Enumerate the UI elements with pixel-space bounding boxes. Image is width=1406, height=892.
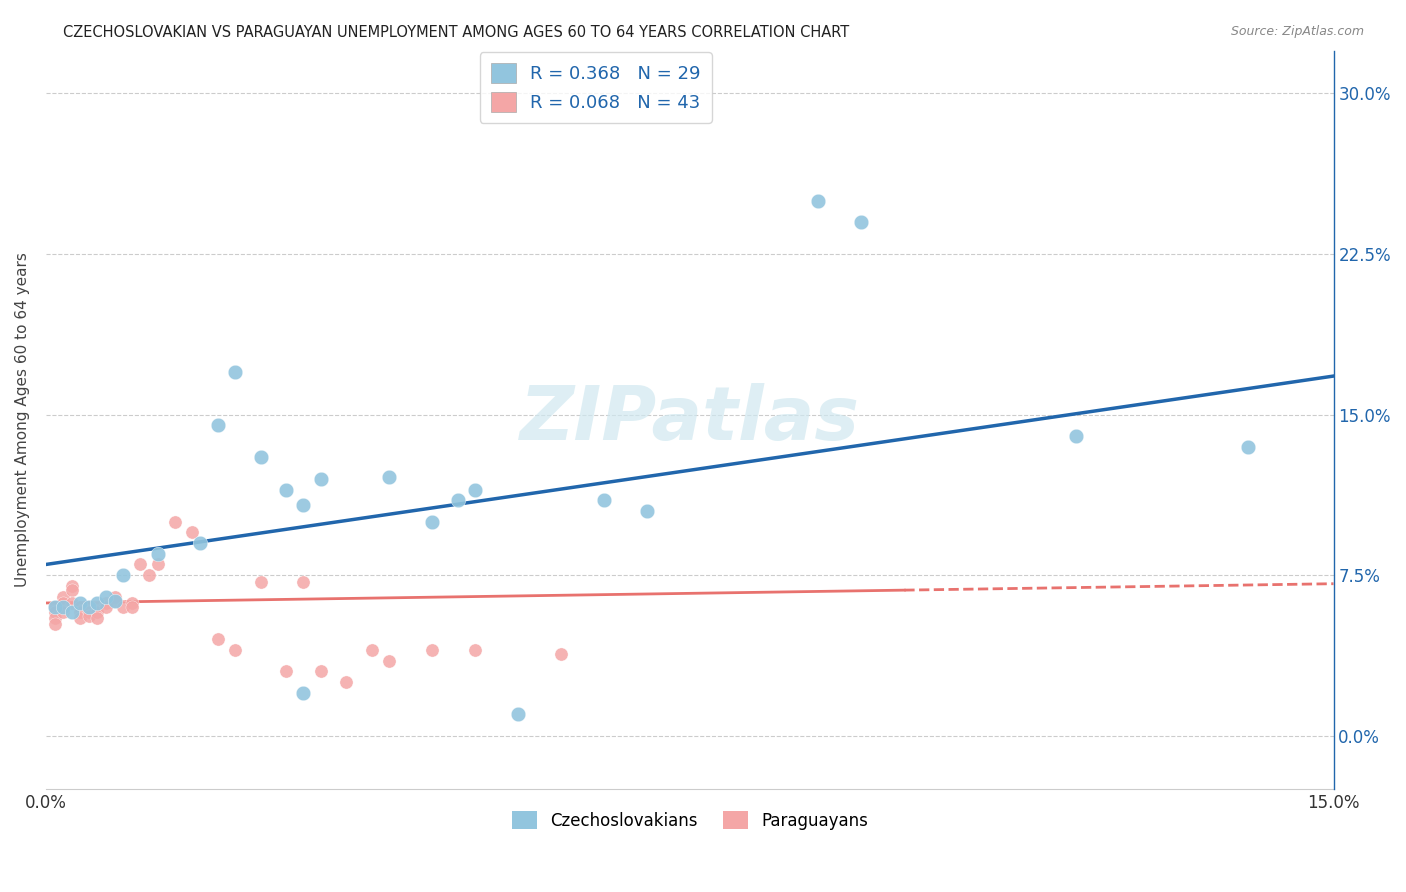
Point bbox=[292, 574, 315, 589]
Point bbox=[44, 600, 66, 615]
Point bbox=[69, 596, 91, 610]
Point bbox=[94, 590, 117, 604]
Point bbox=[593, 493, 616, 508]
Point bbox=[807, 194, 830, 208]
Point bbox=[112, 568, 135, 582]
Point bbox=[550, 648, 572, 662]
Point bbox=[506, 707, 529, 722]
Point bbox=[86, 605, 108, 619]
Point bbox=[464, 643, 486, 657]
Point bbox=[52, 590, 75, 604]
Point bbox=[44, 611, 66, 625]
Point bbox=[86, 596, 108, 610]
Point bbox=[69, 611, 91, 625]
Point bbox=[361, 643, 384, 657]
Text: Source: ZipAtlas.com: Source: ZipAtlas.com bbox=[1230, 25, 1364, 38]
Point bbox=[420, 515, 443, 529]
Point bbox=[77, 608, 100, 623]
Point bbox=[190, 536, 212, 550]
Point bbox=[104, 594, 127, 608]
Point bbox=[44, 600, 66, 615]
Point bbox=[60, 605, 83, 619]
Y-axis label: Unemployment Among Ages 60 to 64 years: Unemployment Among Ages 60 to 64 years bbox=[15, 252, 30, 588]
Point bbox=[60, 583, 83, 598]
Point bbox=[69, 605, 91, 619]
Point bbox=[44, 617, 66, 632]
Point bbox=[60, 579, 83, 593]
Point bbox=[447, 493, 470, 508]
Point bbox=[129, 558, 152, 572]
Point bbox=[276, 665, 298, 679]
Point bbox=[309, 665, 332, 679]
Point bbox=[104, 590, 127, 604]
Point bbox=[636, 504, 658, 518]
Point bbox=[77, 605, 100, 619]
Point bbox=[138, 568, 160, 582]
Point bbox=[378, 654, 401, 668]
Point bbox=[249, 450, 271, 465]
Point bbox=[146, 547, 169, 561]
Point bbox=[224, 643, 246, 657]
Point bbox=[224, 365, 246, 379]
Point bbox=[52, 596, 75, 610]
Point bbox=[52, 605, 75, 619]
Point bbox=[180, 525, 202, 540]
Point bbox=[309, 472, 332, 486]
Point bbox=[60, 596, 83, 610]
Point bbox=[86, 600, 108, 615]
Point bbox=[464, 483, 486, 497]
Point bbox=[1236, 440, 1258, 454]
Point bbox=[112, 600, 135, 615]
Point bbox=[207, 418, 229, 433]
Point bbox=[1064, 429, 1087, 443]
Point bbox=[44, 605, 66, 619]
Point bbox=[77, 600, 100, 615]
Point bbox=[104, 594, 127, 608]
Point bbox=[249, 574, 271, 589]
Point bbox=[77, 600, 100, 615]
Legend: Czechoslovakians, Paraguayans: Czechoslovakians, Paraguayans bbox=[505, 805, 875, 837]
Point bbox=[121, 596, 143, 610]
Text: ZIPatlas: ZIPatlas bbox=[520, 384, 859, 457]
Point bbox=[163, 515, 186, 529]
Point bbox=[420, 643, 443, 657]
Point bbox=[69, 600, 91, 615]
Point bbox=[335, 675, 357, 690]
Point bbox=[378, 469, 401, 483]
Point bbox=[94, 596, 117, 610]
Point bbox=[86, 611, 108, 625]
Point bbox=[276, 483, 298, 497]
Text: CZECHOSLOVAKIAN VS PARAGUAYAN UNEMPLOYMENT AMONG AGES 60 TO 64 YEARS CORRELATION: CZECHOSLOVAKIAN VS PARAGUAYAN UNEMPLOYME… bbox=[63, 25, 849, 40]
Point bbox=[146, 558, 169, 572]
Point bbox=[851, 215, 873, 229]
Point bbox=[121, 600, 143, 615]
Point bbox=[292, 686, 315, 700]
Point bbox=[207, 632, 229, 647]
Point bbox=[52, 600, 75, 615]
Point bbox=[94, 600, 117, 615]
Point bbox=[292, 498, 315, 512]
